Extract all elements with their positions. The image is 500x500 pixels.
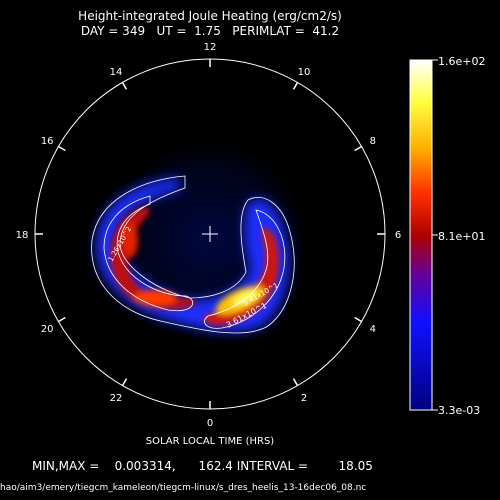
colorbar-max-label: 1.6e+02 [438,55,485,68]
chart-title: Height-integrated Joule Heating (erg/cm2… [78,9,342,23]
contours [91,175,295,334]
polar-plot: 3.61x10^1 5.41x10^1 1.26x10^2 [34,58,386,410]
hour-label-20: 20 [41,324,54,335]
hour-label-10: 10 [298,67,311,78]
hour-label-18: 18 [16,230,29,241]
hour-tick [354,316,362,323]
hour-tick [121,378,128,386]
hour-label-6: 6 [395,230,401,241]
hour-label-4: 4 [370,324,376,335]
hour-tick [58,316,66,323]
hour-label-16: 16 [41,136,54,147]
heating-core-left [110,207,195,310]
hour-label-12: 12 [204,42,217,53]
min-max-interval-stats: MIN,MAX = 0.003314, 162.4 INTERVAL = 18.… [32,459,373,473]
hour-label-14: 14 [110,67,123,78]
file-path: /hao/aim3/emery/tiegcm_kameleon/tiegcm-l… [0,483,366,493]
hour-tick [121,82,128,90]
hour-tick [58,145,66,152]
hour-label-2: 2 [301,393,307,404]
hour-tick [292,82,299,90]
hour-tick [292,378,299,386]
x-axis-label: SOLAR LOCAL TIME (HRS) [146,436,275,447]
hour-tick [354,145,362,152]
hour-ticks [35,59,385,409]
colorbar-mid-label: 8.1e+01 [438,230,485,243]
hour-label-8: 8 [370,136,376,147]
colorbar: 1.6e+02 8.1e+01 3.3e-03 [409,55,485,417]
hour-label-22: 22 [110,393,123,404]
colorbar-min-label: 3.3e-03 [438,404,480,417]
chart-subtitle: DAY = 349 UT = 1.75 PERIMLAT = 41.2 [81,24,339,38]
hour-label-0: 0 [207,418,213,429]
